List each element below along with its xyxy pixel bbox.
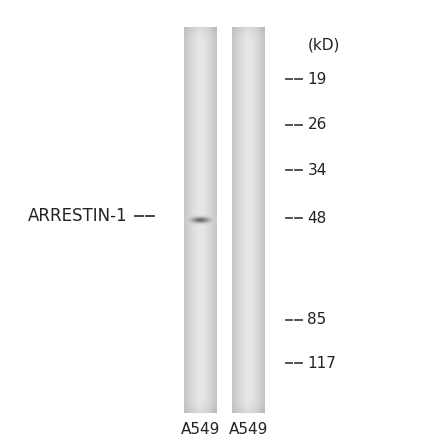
Text: 117: 117 (308, 356, 336, 371)
Text: (kD): (kD) (308, 37, 340, 52)
Text: A549: A549 (181, 422, 220, 437)
Text: ARRESTIN-1: ARRESTIN-1 (28, 207, 128, 225)
Text: 26: 26 (308, 117, 327, 132)
Text: A549: A549 (229, 422, 268, 437)
Text: 85: 85 (308, 312, 326, 328)
Text: 19: 19 (308, 72, 327, 87)
Text: 48: 48 (308, 211, 326, 226)
Text: 34: 34 (308, 163, 327, 178)
